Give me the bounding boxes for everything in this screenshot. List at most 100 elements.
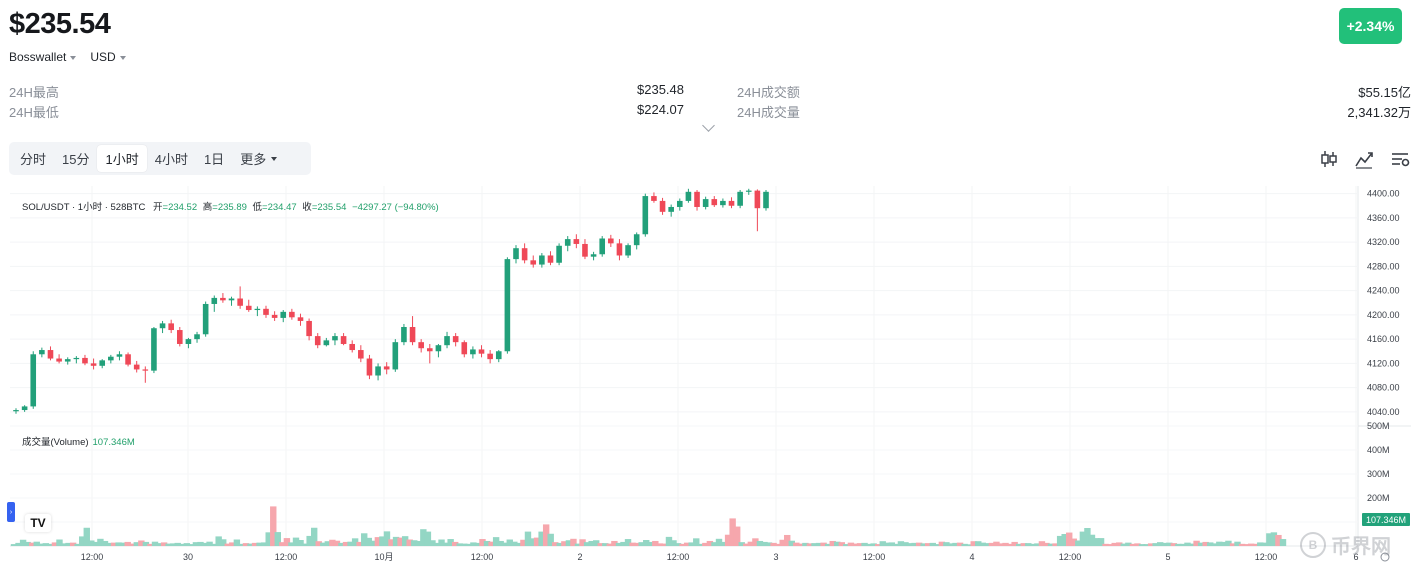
stat-value: 2,341.32万 <box>1347 105 1411 120</box>
candle-body <box>358 350 364 359</box>
volume-bar <box>861 542 868 546</box>
volume-bar <box>1097 538 1105 546</box>
volume-bar <box>65 542 72 546</box>
candle-body <box>21 406 28 411</box>
candle-body <box>504 259 511 352</box>
candle-body <box>651 196 657 201</box>
volume-bar <box>1184 542 1191 546</box>
volume-bar <box>538 531 545 546</box>
candle-body <box>573 239 580 244</box>
candlestick-icon[interactable] <box>1318 148 1340 170</box>
volume-bar <box>988 542 996 546</box>
volume-bar <box>670 540 677 546</box>
side-panel-toggle[interactable]: › <box>7 502 15 522</box>
candle-body <box>608 238 614 244</box>
volume-bar <box>643 540 650 546</box>
volume-bar <box>947 543 955 546</box>
tab-timeframe-4h[interactable]: 4小时 <box>154 152 188 167</box>
volume-bar <box>315 541 322 546</box>
price-axis-label: 4200.00 <box>1367 310 1400 320</box>
candle-body <box>383 366 390 370</box>
volume-bar <box>74 543 81 546</box>
volume-bar <box>183 543 191 546</box>
currency-dropdown[interactable]: USD <box>90 50 126 64</box>
volume-bar <box>1020 543 1027 546</box>
volume-bar <box>297 540 304 546</box>
volume-bar <box>570 538 577 546</box>
candle-body <box>90 363 97 366</box>
volume-bar <box>483 540 491 546</box>
tab-timeframe-line[interactable]: 分时 <box>20 152 47 167</box>
candle-body <box>452 336 459 343</box>
price-chart[interactable]: 4040.00 4080.00 4120.00 4160.00 4200.00 4240.… <box>0 186 1411 571</box>
candle-body <box>254 308 261 311</box>
candle-body <box>599 238 606 255</box>
volume-bar <box>1216 541 1223 546</box>
candle-body <box>711 199 718 206</box>
volume-bar <box>1156 542 1164 546</box>
volume-bar <box>811 543 818 546</box>
more-timeframes-button[interactable]: 更多 <box>232 145 285 172</box>
stat-label: 24H最低 <box>9 105 59 120</box>
tab-timeframe-15m[interactable]: 15分 <box>62 152 90 167</box>
volume-bar <box>1138 544 1146 546</box>
volume-bar <box>1275 534 1282 546</box>
volume-bar <box>433 542 441 546</box>
volume-bar <box>752 538 759 546</box>
volume-bar <box>33 541 40 546</box>
volume-bar <box>1079 531 1087 546</box>
volume-bar <box>952 542 959 546</box>
volume-bar <box>88 540 95 546</box>
volume-bar <box>729 518 736 546</box>
volume-bar <box>820 542 827 546</box>
open-label: 开 <box>153 202 163 213</box>
volume-bar <box>470 542 477 546</box>
volume-bar <box>1116 542 1123 546</box>
volume-bar <box>1093 538 1100 546</box>
tradingview-logo[interactable]: TV <box>25 514 51 532</box>
volume-bar <box>1111 542 1118 546</box>
expand-chevron-icon[interactable] <box>702 119 715 132</box>
volume-bar <box>633 542 641 546</box>
candle-body <box>73 357 80 360</box>
volume-bar <box>79 536 86 546</box>
volume-bar <box>451 541 459 546</box>
volume-bar <box>251 542 259 546</box>
volume-bar <box>374 537 382 546</box>
volume-bar <box>492 537 500 546</box>
volume-bar <box>192 542 200 546</box>
candle-body <box>332 336 338 341</box>
price-change-badge: +2.34% <box>1339 8 1402 44</box>
volume-value-badge: 107.346M <box>1362 513 1410 526</box>
more-label: 更多 <box>240 152 267 167</box>
volume-bar <box>547 533 554 546</box>
volume-bar <box>442 542 450 546</box>
source-dropdown[interactable]: Bosswallet <box>9 50 77 64</box>
volume-bar <box>474 542 482 546</box>
volume-bar <box>1070 538 1077 546</box>
volume-bar <box>615 542 623 546</box>
candle-body <box>763 191 769 209</box>
volume-bar <box>447 539 454 546</box>
selector-row: Bosswallet USD <box>9 50 126 64</box>
volume-bar <box>411 540 418 546</box>
candle-body <box>340 336 347 344</box>
volume-bar <box>774 543 782 546</box>
volume-bar <box>1066 532 1073 546</box>
candle-body <box>228 298 235 301</box>
tab-timeframe-1h[interactable]: 1小时 <box>97 145 147 172</box>
high-label: 高 <box>202 202 213 213</box>
volume-bar <box>1261 542 1269 546</box>
tab-timeframe-1d[interactable]: 1日 <box>203 152 225 167</box>
candle-body <box>590 254 597 257</box>
volume-bar <box>197 541 204 546</box>
volume-bar <box>1207 542 1214 546</box>
settings-icon[interactable] <box>1389 148 1411 170</box>
volume-bar <box>661 543 668 546</box>
volume-bar <box>1266 533 1273 546</box>
volume-bar <box>133 542 141 546</box>
volume-bar <box>60 543 68 546</box>
volume-bar <box>1147 543 1155 546</box>
indicator-icon[interactable] <box>1353 148 1375 170</box>
volume-bar <box>565 540 573 546</box>
